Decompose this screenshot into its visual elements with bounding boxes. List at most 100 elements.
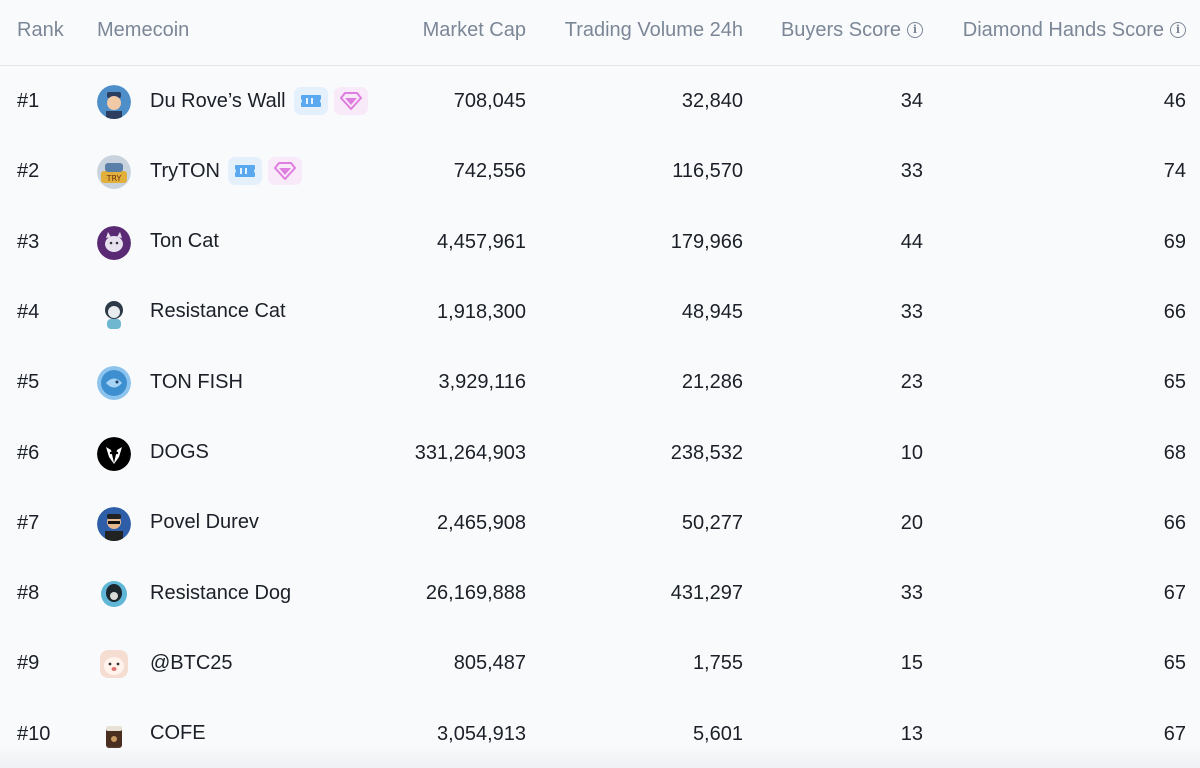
diamond-hands-score-cell: 66 [1163, 300, 1186, 323]
resistance-cat-avatar [97, 295, 131, 330]
diamond-hands-score-cell: 66 [1163, 511, 1186, 534]
memecoin-name[interactable]: TryTON [150, 159, 220, 182]
memecoin-name-cell[interactable]: Ton Cat [150, 222, 219, 262]
diamond-hands-score-cell: 67 [1163, 582, 1186, 605]
rank-cell: #2 [17, 160, 40, 183]
market-cap-cell: 331,264,903 [414, 441, 526, 464]
market-cap-cell: 742,556 [453, 160, 526, 183]
header-market-cap[interactable]: Market Cap [422, 19, 526, 41]
rank-cell: #10 [17, 722, 51, 745]
diamond-hands-score-cell: 46 [1163, 90, 1186, 112]
memecoin-name-cell[interactable]: Resistance Dog [150, 573, 291, 613]
memecoin-name[interactable]: TON FISH [150, 370, 243, 393]
market-cap-cell: 3,929,116 [438, 371, 527, 394]
table-row[interactable]: #10 COFE 3,054,913 5,601 13 67 [0, 699, 1200, 768]
rank-cell: #9 [17, 652, 40, 675]
market-cap-cell: 26,169,888 [425, 582, 526, 605]
memecoin-name-cell[interactable]: Resistance Cat [150, 292, 286, 332]
trading-volume-cell: 21,286 [681, 371, 743, 394]
trading-volume-cell: 116,570 [672, 160, 743, 183]
memecoin-name-cell[interactable]: TryTON [150, 151, 302, 191]
ton-cat-avatar [97, 225, 131, 260]
market-cap-cell: 708,045 [453, 90, 526, 112]
povel-durev-avatar [97, 506, 131, 541]
rank-cell: #1 [17, 90, 40, 112]
header-memecoin[interactable]: Memecoin [97, 19, 190, 41]
rank-cell: #6 [17, 441, 40, 464]
rank-cell: #3 [17, 230, 40, 253]
dogs-avatar [97, 436, 131, 471]
header-diamond-hands-score[interactable]: Diamond Hands Score i [963, 17, 1186, 43]
du-roves-wall-avatar [97, 85, 131, 119]
memecoin-name-cell[interactable]: Du Rove’s Wall [150, 81, 368, 121]
trading-volume-cell: 431,297 [670, 582, 743, 605]
market-cap-cell: 1,918,300 [437, 300, 526, 323]
buyers-score-cell: 34 [900, 90, 923, 112]
memecoin-name[interactable]: COFE [150, 722, 206, 745]
svg-text:TRY: TRY [106, 174, 122, 183]
tryton-avatar: TRY [97, 155, 131, 190]
memecoin-name[interactable]: @BTC25 [150, 651, 233, 674]
buyers-score-cell: 33 [900, 582, 923, 605]
trading-volume-cell: 238,532 [670, 441, 743, 464]
table-row[interactable]: #2 TRY TryTON 742,556 116,570 33 74 [0, 136, 1200, 206]
gem-icon [268, 157, 302, 186]
cofe-avatar [97, 718, 131, 752]
diamond-hands-score-cell: 65 [1163, 371, 1186, 394]
info-icon[interactable]: i [1170, 22, 1186, 38]
memecoin-name[interactable]: DOGS [150, 441, 209, 463]
table-row[interactable]: #3 Ton Cat 4,457,961 179,966 44 69 [0, 207, 1200, 277]
header-buyers-score-label: Buyers Score [780, 19, 901, 41]
trading-volume-cell: 5,601 [692, 722, 743, 745]
ticket-icon [228, 157, 262, 186]
diamond-hands-score-cell: 67 [1163, 722, 1186, 745]
buyers-score-cell: 33 [900, 300, 923, 323]
memecoin-name-cell[interactable]: Povel Durev [150, 503, 259, 543]
market-cap-cell: 2,465,908 [437, 511, 526, 534]
memecoin-name-cell[interactable]: TON FISH [150, 362, 243, 402]
buyers-score-cell: 10 [900, 441, 923, 464]
memecoin-name[interactable]: Povel Durev [150, 511, 259, 534]
table-row[interactable]: #5 TON FISH 3,929,116 21,286 23 65 [0, 347, 1200, 417]
rank-cell: #5 [17, 371, 40, 394]
table-row[interactable]: #4 Resistance Cat 1,918,300 48,945 33 66 [0, 277, 1200, 347]
info-icon[interactable]: i [907, 22, 923, 38]
header-rank[interactable]: Rank [17, 19, 64, 41]
trading-volume-cell: 32,840 [681, 90, 743, 112]
memecoin-name-cell[interactable]: COFE [150, 714, 206, 754]
header-diamond-hands-score-label: Diamond Hands Score [962, 19, 1164, 41]
diamond-hands-score-cell: 74 [1163, 160, 1186, 183]
rank-cell: #8 [17, 582, 40, 605]
memecoin-name[interactable]: Ton Cat [150, 230, 219, 253]
table-header: Rank Memecoin Market Cap Trading Volume … [0, 0, 1200, 66]
trading-volume-cell: 48,945 [681, 300, 743, 323]
resistance-dog-avatar [97, 577, 131, 611]
rank-cell: #4 [17, 300, 40, 323]
table-row[interactable]: #6 DOGS 331,264,903 238,532 10 68 [0, 418, 1200, 488]
table-row[interactable]: #9 @BTC25 805,487 1,755 15 65 [0, 628, 1200, 698]
memecoin-name[interactable]: Resistance Dog [150, 581, 292, 604]
memecoin-name[interactable]: Du Rove’s Wall [150, 89, 286, 112]
table-row[interactable]: #7 Povel Durev 2,465,908 50,277 20 66 [0, 488, 1200, 558]
scroll-fade [0, 746, 1200, 768]
buyers-score-cell: 44 [900, 230, 923, 253]
trading-volume-cell: 50,277 [681, 511, 743, 534]
market-cap-cell: 4,457,961 [437, 230, 526, 253]
buyers-score-cell: 20 [900, 511, 923, 534]
memecoin-name[interactable]: Resistance Cat [150, 300, 286, 323]
rank-cell: #7 [17, 511, 40, 534]
header-buyers-score[interactable]: Buyers Score i [781, 17, 923, 43]
header-trading-volume[interactable]: Trading Volume 24h [564, 19, 743, 41]
memecoin-name-cell[interactable]: @BTC25 [150, 643, 233, 683]
memecoin-name-cell[interactable]: DOGS [150, 433, 209, 473]
buyers-score-cell: 13 [900, 722, 923, 745]
diamond-hands-score-cell: 69 [1163, 230, 1186, 253]
gem-icon [333, 87, 368, 115]
ticket-icon [293, 87, 328, 115]
market-cap-cell: 805,487 [453, 652, 526, 675]
table-row[interactable]: #1 Du Rove’s Wall 708,045 32,840 34 46 [0, 66, 1200, 136]
trading-volume-cell: 179,966 [670, 230, 743, 253]
table-row[interactable]: #8 Resistance Dog 26,169,888 431,297 33 67 [0, 558, 1200, 628]
btc25-avatar [97, 647, 131, 681]
